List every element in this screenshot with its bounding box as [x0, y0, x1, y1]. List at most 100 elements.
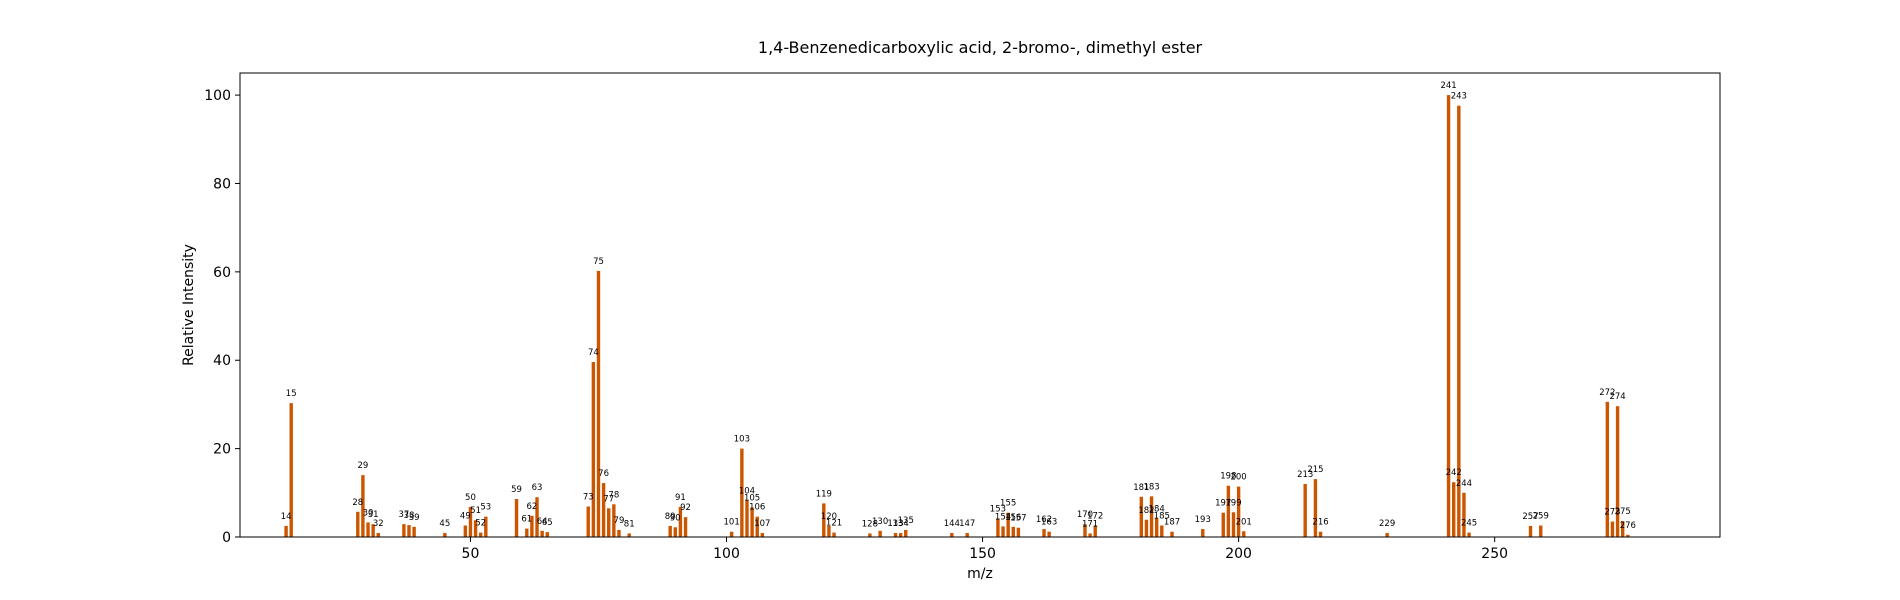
- x-tick-label-200: 200: [1225, 546, 1252, 562]
- peak-label-81: 81: [624, 519, 635, 529]
- peak-bar-31: [371, 524, 375, 537]
- peak-label-104: 104: [739, 486, 755, 496]
- peak-label-121: 121: [826, 519, 842, 529]
- peak-bar-78: [612, 504, 616, 537]
- peak-label-101: 101: [724, 518, 740, 528]
- y-tick-label-20: 20: [213, 442, 231, 458]
- peak-bar-38: [407, 525, 411, 537]
- peak-label-273: 273: [1604, 508, 1620, 518]
- peak-label-79: 79: [614, 516, 625, 526]
- peak-label-52: 52: [475, 519, 486, 529]
- peak-label-171: 171: [1082, 519, 1098, 529]
- peak-label-198: 198: [1220, 472, 1236, 482]
- peak-bar-243: [1457, 105, 1461, 537]
- peak-label-154: 154: [995, 512, 1011, 522]
- peak-bar-157: [1016, 527, 1021, 537]
- peak-bar-32: [376, 533, 380, 537]
- peak-bar-77: [607, 508, 611, 537]
- y-tick-label-80: 80: [213, 176, 231, 192]
- peak-label-257: 257: [1522, 512, 1538, 522]
- peak-bar-76: [601, 483, 606, 537]
- peak-bar-37: [402, 524, 406, 537]
- peak-bar-275: [1620, 521, 1625, 537]
- peak-label-30: 30: [363, 508, 374, 518]
- peak-bar-163: [1047, 531, 1051, 537]
- peak-label-157: 157: [1010, 514, 1026, 524]
- peak-label-103: 103: [734, 435, 750, 445]
- peak-label-31: 31: [368, 510, 379, 520]
- peak-label-243: 243: [1451, 92, 1467, 102]
- peak-bar-147: [965, 533, 969, 537]
- peak-label-242: 242: [1446, 468, 1462, 478]
- peak-bar-107: [760, 533, 765, 537]
- peak-bar-134: [898, 533, 903, 537]
- peak-bar-53: [484, 516, 488, 537]
- peak-bar-73: [586, 506, 590, 537]
- x-tick-label-50: 50: [462, 546, 480, 562]
- y-axis: 0 20 40 60 80 100: [204, 88, 240, 546]
- peak-label-53: 53: [480, 503, 491, 513]
- peak-label-45: 45: [439, 519, 450, 529]
- peak-bar-273: [1610, 521, 1615, 537]
- x-axis-label: m/z: [967, 566, 993, 582]
- peak-label-50: 50: [465, 493, 476, 503]
- peak-bar-244: [1462, 492, 1466, 537]
- peak-bar-90: [673, 527, 677, 537]
- peak-bar-49: [463, 525, 468, 537]
- peak-bar-198: [1226, 485, 1231, 537]
- peak-label-119: 119: [816, 489, 832, 499]
- peak-bar-59: [514, 498, 519, 537]
- peak-label-37: 37: [398, 510, 409, 520]
- peak-bar-245: [1467, 532, 1471, 537]
- peak-label-172: 172: [1087, 512, 1103, 522]
- peak-bar-229: [1385, 533, 1389, 537]
- peak-label-63: 63: [532, 483, 543, 493]
- peak-bar-172: [1093, 525, 1097, 537]
- peak-bar-45: [443, 533, 447, 537]
- y-axis-label: Relative Intensity: [181, 244, 197, 366]
- peak-bar-242: [1452, 482, 1456, 537]
- peak-label-77: 77: [603, 494, 614, 504]
- peak-label-105: 105: [744, 493, 760, 503]
- peak-bar-187: [1170, 531, 1174, 537]
- y-tick-label-40: 40: [213, 353, 231, 369]
- peak-bar-162: [1042, 529, 1046, 537]
- peak-bar-105: [750, 507, 754, 537]
- peak-bar-101: [729, 531, 734, 537]
- peak-label-107: 107: [754, 519, 770, 529]
- peak-bar-213: [1303, 483, 1307, 537]
- peak-bar-91: [678, 506, 683, 537]
- peak-bar-39: [412, 526, 416, 537]
- peak-label-193: 193: [1195, 515, 1211, 525]
- peak-label-181: 181: [1133, 483, 1149, 493]
- peak-label-76: 76: [598, 469, 609, 479]
- x-tick-label-100: 100: [713, 546, 740, 562]
- peak-label-275: 275: [1615, 507, 1631, 517]
- peak-bar-274: [1615, 406, 1620, 537]
- peak-bar-153: [996, 518, 1000, 537]
- peak-label-89: 89: [665, 512, 676, 522]
- peak-label-259: 259: [1533, 512, 1549, 522]
- plot-frame: [239, 72, 1721, 538]
- peak-bar-276: [1626, 534, 1630, 537]
- peak-bar-184: [1154, 518, 1159, 537]
- peak-bar-61: [525, 528, 529, 537]
- peak-bar-106: [755, 516, 759, 537]
- peak-bar-62: [530, 515, 534, 537]
- peak-label-78: 78: [608, 490, 619, 500]
- peak-bar-171: [1088, 533, 1092, 537]
- peak-label-38: 38: [404, 511, 415, 521]
- peak-bar-51: [473, 520, 478, 537]
- peak-label-74: 74: [588, 348, 599, 358]
- peak-bar-50: [468, 506, 473, 537]
- peak-bar-155: [1006, 512, 1010, 537]
- peak-label-90: 90: [670, 513, 681, 523]
- peak-label-200: 200: [1230, 473, 1246, 483]
- peak-label-65: 65: [542, 518, 553, 528]
- peak-label-135: 135: [898, 516, 914, 526]
- peak-bar-119: [822, 503, 826, 537]
- peak-label-73: 73: [583, 493, 594, 503]
- peak-bar-156: [1011, 526, 1015, 537]
